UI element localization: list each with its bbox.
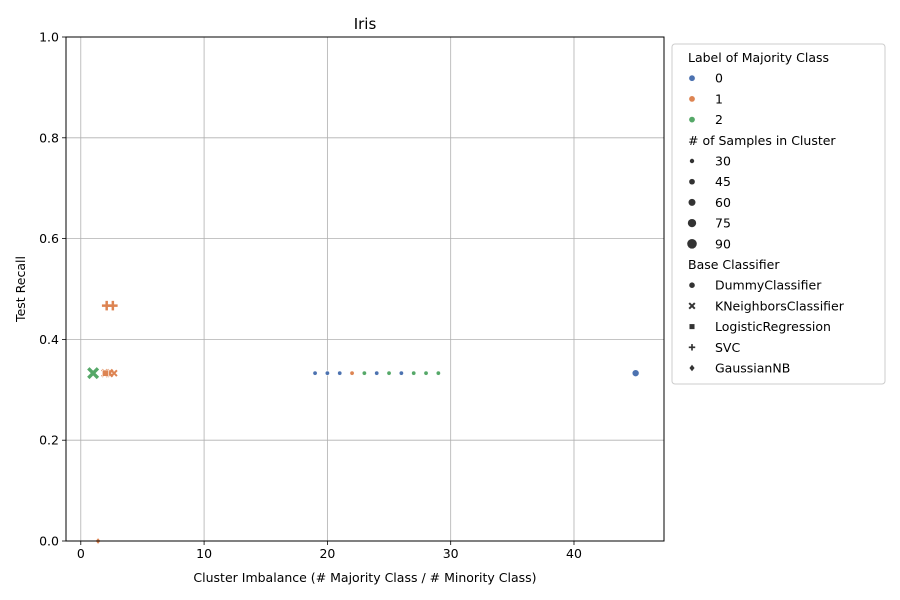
legend-size-marker xyxy=(687,239,697,249)
y-axis-label: Test Recall xyxy=(13,256,28,323)
legend-size-marker xyxy=(689,178,695,185)
legend-style-label: GaussianNB xyxy=(715,361,790,376)
legend-size-marker xyxy=(688,198,696,206)
x-tick-label: 40 xyxy=(566,546,582,561)
y-tick-label: 1.0 xyxy=(39,30,59,45)
x-tick-label: 10 xyxy=(196,546,212,561)
data-point xyxy=(102,369,109,377)
legend-hue-marker xyxy=(688,95,696,103)
legend-size-label: 75 xyxy=(715,216,731,231)
legend-style-label: SVC xyxy=(715,340,740,355)
x-tick-label: 0 xyxy=(77,546,85,561)
legend-hue-marker xyxy=(688,74,696,82)
legend-style-marker xyxy=(688,344,696,351)
grid-lines xyxy=(66,36,664,542)
legend-style-marker xyxy=(689,282,695,289)
data-point xyxy=(87,367,100,380)
legend-style-label: LogisticRegression xyxy=(715,319,831,334)
legend-size-title: # of Samples in Cluster xyxy=(688,133,836,148)
legend-hue-title: Label of Majority Class xyxy=(688,50,829,65)
y-tick-label: 0.6 xyxy=(39,231,59,246)
legend: Label of Majority Class 0 1 2 # of Samples i… xyxy=(671,43,886,385)
y-tick-label: 0.0 xyxy=(39,534,59,549)
plot-frame xyxy=(65,36,665,542)
legend-style-marker xyxy=(689,364,695,372)
data-point xyxy=(349,370,355,376)
legend-hue-label: 2 xyxy=(715,112,723,127)
legend-style-label: KNeighborsClassifier xyxy=(715,298,845,313)
legend-hue-marker xyxy=(688,116,696,124)
legend-size-label: 90 xyxy=(715,236,731,251)
data-point xyxy=(374,370,380,376)
legend-size-marker xyxy=(687,218,697,228)
data-point xyxy=(631,369,640,377)
legend-style-label: DummyClassifier xyxy=(715,278,822,293)
y-axis-ticks: 0.0 0.2 0.4 0.6 0.8 1.0 xyxy=(39,30,66,549)
x-tick-label: 20 xyxy=(319,546,335,561)
legend-size-label: 30 xyxy=(715,154,731,169)
data-point xyxy=(312,370,318,376)
chart-title: Iris xyxy=(354,15,377,33)
data-point xyxy=(435,370,441,376)
data-points xyxy=(87,300,640,545)
legend-size-label: 60 xyxy=(715,195,731,210)
legend-size-label: 45 xyxy=(715,174,731,189)
data-point xyxy=(324,370,330,376)
data-point xyxy=(386,370,392,376)
y-tick-label: 0.8 xyxy=(39,130,59,145)
data-point xyxy=(398,370,404,376)
legend-hue-label: 0 xyxy=(715,71,723,86)
y-tick-label: 0.4 xyxy=(39,332,59,347)
legend-style-title: Base Classifier xyxy=(688,257,780,272)
y-tick-label: 0.2 xyxy=(39,433,59,448)
legend-size-marker xyxy=(689,158,695,164)
x-axis-ticks: 0 10 20 30 40 xyxy=(77,541,582,561)
data-point xyxy=(361,370,367,376)
data-point xyxy=(411,370,417,376)
legend-hue-label: 1 xyxy=(715,91,723,106)
data-point xyxy=(108,300,118,311)
x-tick-label: 30 xyxy=(443,546,459,561)
legend-style-marker xyxy=(688,302,696,310)
x-axis-label: Cluster Imbalance (# Majority Class / # … xyxy=(193,570,536,585)
legend-style-marker xyxy=(689,324,695,330)
data-point xyxy=(337,370,343,376)
data-point xyxy=(110,369,118,377)
data-point xyxy=(423,370,429,376)
legend-frame xyxy=(671,43,886,385)
